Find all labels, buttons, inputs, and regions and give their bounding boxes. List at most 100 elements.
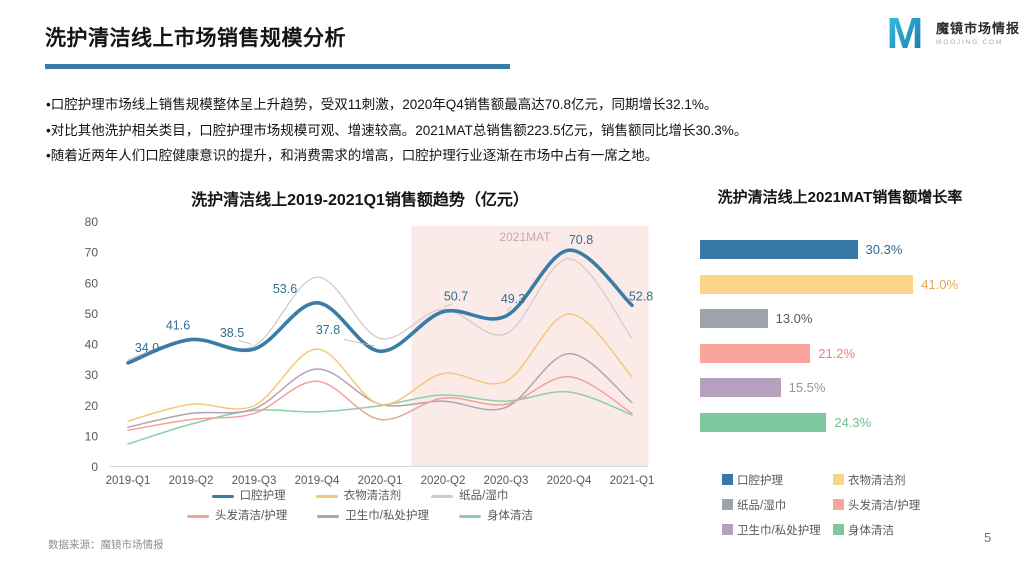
bullet-item: •口腔护理市场线上销售规模整体呈上升趋势，受双11刺激，2020年Q4销售额最高… bbox=[46, 97, 718, 112]
bar bbox=[700, 378, 781, 397]
bar-value-label: 21.2% bbox=[818, 345, 856, 361]
legend-item: 身体清洁 bbox=[458, 506, 533, 526]
data-source-note: 数据来源：魔镜市场情报 bbox=[48, 539, 164, 551]
legend-label: 衣物清洁剂 bbox=[848, 475, 906, 487]
y-axis-tick: 0 bbox=[91, 460, 98, 474]
y-axis-tick: 40 bbox=[85, 338, 99, 352]
logo-text: 魔镜市场情报 MOOJING.COM bbox=[936, 18, 1020, 46]
data-label: 52.8 bbox=[629, 289, 653, 303]
legend-item: 纸品/湿巾 bbox=[722, 497, 833, 513]
bar-value-label: 24.3% bbox=[834, 414, 872, 430]
bar bbox=[700, 240, 858, 259]
bar-chart: 30.3% 41.0% 13.0% 21.2% 15.5% 24.3% bbox=[700, 240, 1010, 447]
moojing-logo: M 魔镜市场情报 MOOJING.COM bbox=[880, 8, 1020, 56]
y-axis-tick: 50 bbox=[85, 307, 99, 321]
legend-square-marker bbox=[722, 499, 733, 510]
data-label: 53.6 bbox=[273, 282, 297, 296]
legend-item: 纸品/湿巾 bbox=[431, 486, 508, 506]
legend-row-1: 口腔护理 衣物清洁剂 纸品/湿巾 bbox=[40, 486, 680, 506]
legend-item: 衣物清洁剂 bbox=[833, 472, 920, 488]
bar bbox=[700, 412, 827, 432]
legend-label: 口腔护理 bbox=[239, 490, 286, 502]
legend-label: 身体清洁 bbox=[848, 525, 894, 537]
data-label: 70.8 bbox=[569, 233, 593, 247]
series-line-头发清洁/护理 bbox=[127, 375, 633, 431]
bar-row: 21.2% bbox=[700, 343, 1010, 363]
page-number: 5 bbox=[984, 530, 992, 545]
y-axis-tick: 60 bbox=[85, 276, 99, 290]
legend-item: 身体清洁 bbox=[833, 522, 920, 538]
legend-item: 口腔护理 bbox=[211, 486, 286, 506]
bullet-item: •随着近两年人们口腔健康意识的提升，和消费需求的增高，口腔护理行业逐渐在市场中占… bbox=[46, 148, 659, 163]
bullet-item: •对比其他洗护相关类目，口腔护理市场规模可观、增速较高。2021MAT总销售额2… bbox=[46, 122, 748, 138]
legend-square-marker bbox=[833, 499, 844, 510]
legend-label: 纸品/湿巾 bbox=[459, 490, 509, 502]
legend-square-marker bbox=[722, 524, 733, 535]
data-label: 34.0 bbox=[135, 341, 159, 355]
data-label: 37.8 bbox=[316, 323, 340, 337]
legend-label: 身体清洁 bbox=[486, 510, 533, 522]
data-label: 50.7 bbox=[444, 290, 468, 304]
series-line-衣物清洁剂 bbox=[127, 313, 633, 422]
bar bbox=[700, 309, 768, 328]
legend-line-marker bbox=[431, 494, 454, 498]
bar-row: 41.0% bbox=[700, 274, 1010, 294]
x-axis-tick: 2019-Q1 bbox=[106, 475, 151, 487]
x-axis-tick: 2020-Q3 bbox=[484, 475, 529, 487]
logo-name: 魔镜市场情报 bbox=[936, 21, 1021, 36]
legend-item: 头发清洁/护理 bbox=[833, 497, 920, 513]
legend-line-marker bbox=[317, 514, 340, 518]
x-axis-tick: 2019-Q2 bbox=[169, 475, 214, 487]
legend-item: 口腔护理 bbox=[722, 472, 833, 488]
line-chart-svg: 2021MAT 0 10 20 30 40 50 60 70 80 2019-Q1 2019-Q2 20… bbox=[85, 215, 655, 487]
y-axis-tick: 20 bbox=[85, 399, 99, 413]
x-axis-tick: 2020-Q4 bbox=[547, 475, 592, 487]
legend-item: 卫生巾/私处护理 bbox=[722, 522, 833, 538]
bar-value-label: 30.3% bbox=[865, 242, 903, 257]
legend-label: 头发清洁/护理 bbox=[215, 510, 288, 522]
data-label: 41.6 bbox=[166, 319, 190, 333]
data-label: 49.3 bbox=[501, 292, 525, 306]
bar-chart-panel: 洗护清洁线上2021MAT销售额增长率 30.3% 41.0% 13.0% 21.2%… bbox=[690, 186, 1010, 546]
legend-item: 卫生巾/私处护理 bbox=[317, 506, 429, 526]
legend-item: 衣物清洁剂 bbox=[315, 486, 402, 506]
bullet-list: •口腔护理市场线上销售规模整体呈上升趋势，受双11刺激，2020年Q4销售额最高… bbox=[46, 92, 1001, 169]
line-chart-panel: 洗护清洁线上2019-2021Q1销售额趋势（亿元） 2021MAT 0 10 20 3… bbox=[40, 186, 680, 546]
legend-label: 纸品/湿巾 bbox=[737, 500, 787, 512]
logo-domain: MOOJING.COM bbox=[936, 39, 1004, 46]
svg-text:M: M bbox=[887, 9, 924, 56]
legend-label: 头发清洁/护理 bbox=[848, 500, 921, 512]
legend-square-marker bbox=[722, 474, 733, 485]
series-line-身体清洁 bbox=[127, 390, 633, 445]
legend-square-marker bbox=[833, 524, 844, 535]
y-axis-tick: 80 bbox=[85, 215, 99, 229]
x-axis-tick: 2020-Q2 bbox=[421, 475, 466, 487]
bar-value-label: 41.0% bbox=[921, 276, 959, 292]
bar bbox=[700, 343, 811, 363]
data-label: 38.5 bbox=[220, 326, 244, 340]
title-underline bbox=[45, 64, 510, 69]
y-axis-tick: 30 bbox=[85, 368, 99, 382]
x-axis-tick: 2019-Q4 bbox=[295, 475, 340, 487]
highlight-region-label: 2021MAT bbox=[499, 230, 551, 244]
legend-label: 卫生巾/私处护理 bbox=[737, 525, 821, 537]
series-line-口腔护理 bbox=[126, 248, 634, 365]
legend-line-marker bbox=[211, 494, 234, 498]
y-axis-tick: 10 bbox=[85, 429, 99, 443]
bar-row: 30.3% bbox=[700, 240, 1010, 259]
bar-chart-legend: 口腔护理 衣物清洁剂纸品/湿巾 头发清洁/护理卫生巾/私处护理 身体清洁 bbox=[722, 472, 920, 538]
line-chart-legend: 口腔护理 衣物清洁剂 纸品/湿巾 头发清洁/护理 卫生巾/私处护理 身体清洁 bbox=[40, 486, 680, 526]
line-chart-title: 洗护清洁线上2019-2021Q1销售额趋势（亿元） bbox=[191, 192, 529, 209]
x-axis-tick: 2020-Q1 bbox=[358, 475, 403, 487]
bar-row: 24.3% bbox=[700, 412, 1010, 432]
legend-row-2: 头发清洁/护理 卫生巾/私处护理 身体清洁 bbox=[40, 506, 680, 526]
bar-chart-title: 洗护清洁线上2021MAT销售额增长率 bbox=[717, 189, 963, 206]
legend-item: 头发清洁/护理 bbox=[187, 506, 287, 526]
moojing-logo-m-icon: M bbox=[887, 9, 924, 56]
x-axis-tick: 2021-Q1 bbox=[610, 475, 655, 487]
bar-value-label: 13.0% bbox=[775, 311, 813, 326]
legend-label: 衣物清洁剂 bbox=[343, 490, 402, 502]
bar-row: 15.5% bbox=[700, 378, 1010, 397]
legend-line-marker bbox=[315, 494, 338, 498]
